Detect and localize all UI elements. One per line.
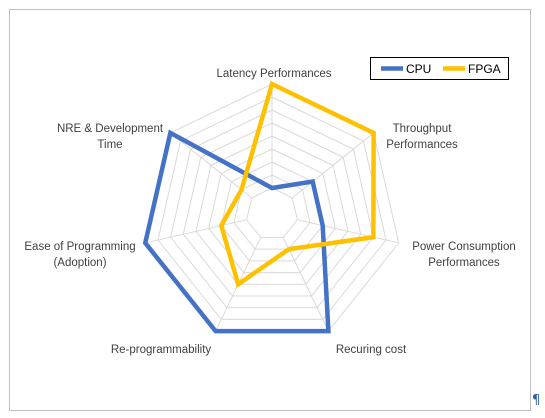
legend-label-cpu: CPU <box>406 62 431 76</box>
grid-spoke <box>282 237 329 332</box>
radar-series <box>142 80 376 334</box>
category-label-line: Performances <box>386 139 458 151</box>
category-label: Throughput Performances <box>386 123 458 151</box>
category-label: Power Consumption Performances <box>412 241 516 269</box>
category-label-line: Recuring cost <box>336 344 407 356</box>
grid-ring <box>246 187 298 238</box>
category-label-line: (Adoption) <box>53 257 106 269</box>
legend-box <box>370 57 509 80</box>
category-label-line: Latency Performances <box>216 68 331 80</box>
grid-ring <box>195 135 349 285</box>
grid-spoke <box>292 132 374 199</box>
category-label: NRE & Development Time <box>57 123 164 151</box>
category-label: Recuring cost <box>336 344 407 356</box>
category-label-line: Re-programmability <box>111 344 212 356</box>
category-label-line: Performances <box>428 257 500 269</box>
category-label: Latency Performances <box>216 68 331 80</box>
category-label-line: Power Consumption <box>412 241 516 253</box>
legend-label-fpga: FPGA <box>468 62 501 76</box>
series-fpga-line <box>218 80 376 288</box>
grid-ring <box>170 109 374 309</box>
category-labels: Latency Performances Throughput Performanc… <box>24 68 515 356</box>
category-label-line: Time <box>97 139 122 151</box>
category-label-line: NRE & Development <box>57 123 164 135</box>
series-cpu-line <box>142 129 331 334</box>
grid-spoke <box>170 132 252 199</box>
grid-ring <box>208 148 336 274</box>
paragraph-mark: ¶ <box>532 393 540 408</box>
grid-ring <box>182 122 362 297</box>
category-label-line: Ease of Programming <box>24 241 135 253</box>
category-label-line: Throughput <box>393 123 453 135</box>
legend: CPU FPGA <box>370 57 509 80</box>
grid-spoke <box>145 219 247 244</box>
grid-ring <box>157 96 387 320</box>
grid-spoke <box>297 219 399 244</box>
category-label: Re-programmability <box>111 344 212 356</box>
category-label: Ease of Programming (Adoption) <box>24 241 135 269</box>
